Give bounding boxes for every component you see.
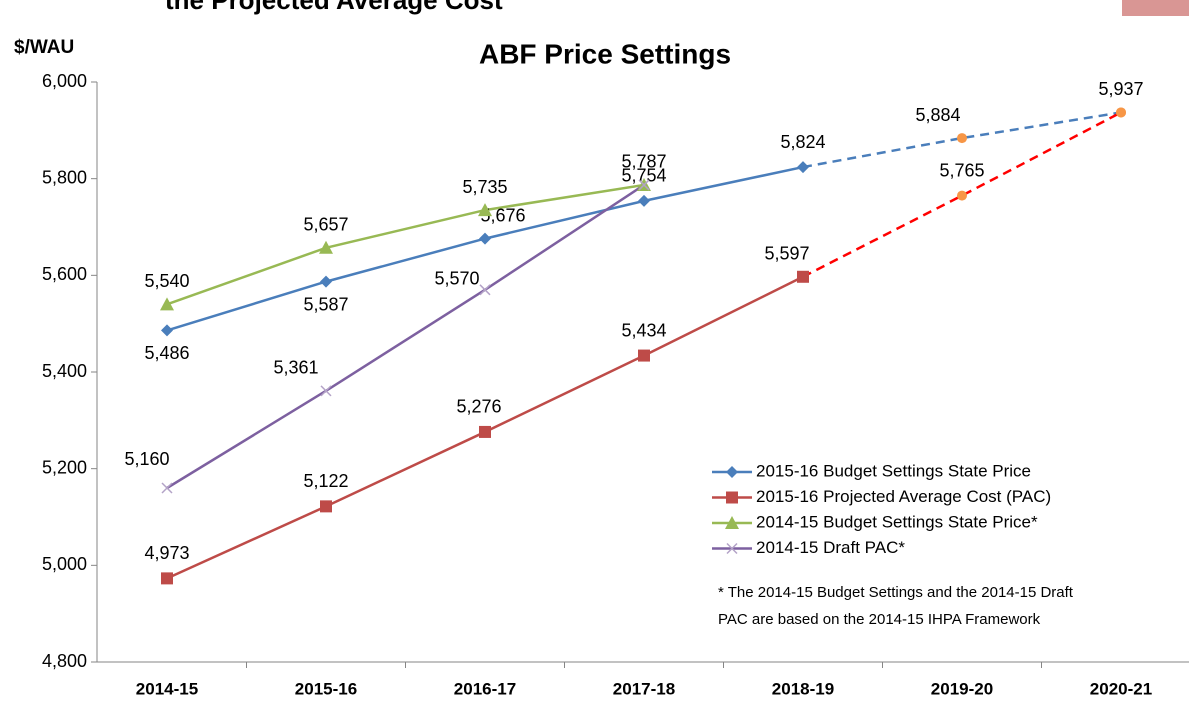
marker <box>638 349 650 362</box>
marker <box>726 466 738 478</box>
marker <box>638 194 650 207</box>
x-tick-label: 2019-20 <box>931 679 993 698</box>
x-tick-label: 2017-18 <box>613 679 675 698</box>
data-label: 5,486 <box>144 343 189 363</box>
y-tick-label: 5,400 <box>42 361 87 381</box>
marker <box>319 240 333 254</box>
marker <box>161 572 173 585</box>
data-label: 5,361 <box>273 358 318 378</box>
data-label: 5,884 <box>915 105 960 125</box>
marker <box>725 516 739 529</box>
marker <box>161 324 173 337</box>
data-label: 5,570 <box>434 269 479 289</box>
marker <box>479 425 491 438</box>
marker <box>320 385 332 397</box>
series-line <box>166 183 645 490</box>
data-label: 5,434 <box>621 320 666 340</box>
data-label: 5,754 <box>621 166 666 186</box>
legend-label: 2015-16 Projected Average Cost (PAC) <box>756 487 1051 506</box>
x-tick-label: 2020-21 <box>1090 679 1152 698</box>
y-tick-label: 5,000 <box>42 554 87 574</box>
data-label: 5,587 <box>303 294 348 314</box>
marker <box>726 491 738 504</box>
y-tick-label: 5,800 <box>42 167 87 187</box>
marker <box>478 203 492 217</box>
marker <box>797 161 809 174</box>
data-label: 5,937 <box>1098 79 1143 99</box>
legend-label: 2015-16 Budget Settings State Price <box>756 461 1031 480</box>
x-tick-label: 2018-19 <box>772 679 834 698</box>
marker <box>161 482 173 494</box>
x-tick-label: 2014-15 <box>136 679 198 698</box>
marker <box>957 190 967 201</box>
y-axis-label: $/WAU <box>14 37 74 58</box>
marker <box>726 542 738 555</box>
note: * The 2014-15 Budget Settings and the 20… <box>718 584 1074 601</box>
marker <box>320 275 332 288</box>
data-label: 5,540 <box>144 271 189 291</box>
chart-title: ABF Price Settings <box>479 38 731 69</box>
projected-line <box>802 111 1122 169</box>
series-line <box>166 183 645 306</box>
marker <box>160 297 174 311</box>
y-tick-label: 6,000 <box>42 71 87 91</box>
page-title: the Projected Average Cost <box>165 0 503 15</box>
data-label: 5,122 <box>303 471 348 491</box>
data-label: 5,735 <box>462 177 507 197</box>
data-label: 5,160 <box>124 449 169 469</box>
data-label: 5,657 <box>303 215 348 235</box>
marker <box>638 179 650 191</box>
y-tick-label: 4,800 <box>42 651 87 671</box>
note: PAC are based on the 2014-15 IHPA Framew… <box>718 611 1041 628</box>
x-tick-label: 2016-17 <box>454 679 516 698</box>
y-tick-label: 5,600 <box>42 264 87 284</box>
legend-label: 2014-15 Budget Settings State Price* <box>756 512 1038 531</box>
data-label: 5,276 <box>456 397 501 417</box>
y-tick-label: 5,200 <box>42 457 87 477</box>
data-label: 5,787 <box>621 152 666 172</box>
data-label: 5,597 <box>764 244 809 264</box>
data-label: 5,824 <box>780 132 825 152</box>
marker <box>479 232 491 245</box>
corner-decoration <box>1122 0 1189 16</box>
marker <box>1116 107 1126 118</box>
marker <box>479 284 491 296</box>
marker <box>797 270 809 283</box>
marker <box>957 133 967 144</box>
data-label: 5,765 <box>939 160 984 180</box>
x-tick-label: 2015-16 <box>295 679 357 698</box>
legend-label: 2014-15 Draft PAC* <box>756 538 905 557</box>
marker <box>320 500 332 513</box>
data-label: 4,973 <box>144 543 189 563</box>
data-label: 5,676 <box>480 205 525 225</box>
